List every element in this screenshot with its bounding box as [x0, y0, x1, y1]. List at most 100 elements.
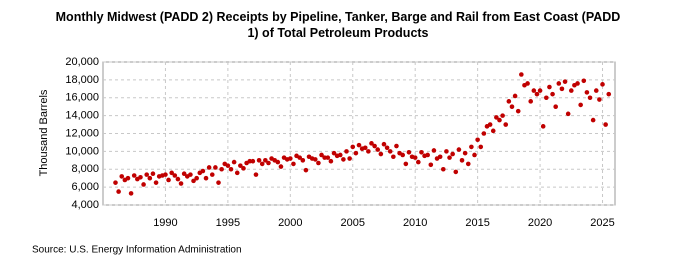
data-point — [456, 147, 462, 152]
data-point — [353, 150, 359, 156]
data-point — [228, 166, 234, 172]
data-point — [263, 158, 268, 163]
data-point — [369, 141, 374, 146]
data-point — [362, 145, 368, 151]
data-point — [378, 151, 384, 157]
data-point — [606, 91, 612, 97]
data-point — [400, 152, 406, 158]
data-point — [384, 145, 390, 151]
data-point — [319, 152, 324, 158]
data-point — [213, 165, 218, 170]
data-point — [412, 155, 418, 160]
data-point — [337, 152, 343, 158]
data-point — [416, 159, 421, 165]
data-point — [406, 149, 412, 155]
data-point — [259, 161, 265, 167]
data-point — [447, 155, 452, 160]
data-point — [141, 182, 146, 187]
data-point — [587, 95, 593, 101]
data-point — [550, 91, 555, 97]
data-point — [469, 144, 474, 150]
data-point — [366, 149, 371, 154]
data-point — [584, 90, 590, 95]
data-point — [147, 175, 153, 181]
data-point — [216, 180, 221, 185]
data-point — [534, 91, 540, 97]
data-point — [119, 174, 125, 179]
data-point — [575, 81, 580, 86]
data-point — [203, 175, 209, 181]
data-point — [256, 158, 262, 163]
data-point — [512, 93, 518, 99]
x-tick-label: 2020 — [528, 217, 552, 229]
y-tick-label: 8,000 — [71, 163, 99, 175]
data-point — [387, 149, 393, 154]
data-point — [206, 165, 212, 170]
data-point — [116, 189, 121, 194]
data-point — [494, 115, 499, 120]
data-point — [266, 160, 271, 166]
data-point — [375, 147, 381, 152]
source-note: Source: U.S. Energy Information Administ… — [32, 245, 242, 256]
data-point — [440, 166, 446, 172]
data-point — [328, 158, 334, 164]
data-point — [172, 173, 178, 178]
data-point — [444, 149, 449, 154]
x-tick-label: 1995 — [216, 217, 240, 229]
data-point — [600, 82, 605, 87]
data-point — [562, 79, 568, 84]
data-point — [525, 81, 530, 86]
data-point — [465, 161, 471, 167]
data-point — [166, 177, 171, 183]
data-point — [590, 117, 596, 123]
data-point — [200, 168, 206, 174]
data-point — [234, 170, 240, 176]
data-point — [344, 149, 349, 154]
y-tick-label: 4,000 — [71, 199, 99, 211]
x-tick-label: 2025 — [590, 217, 614, 229]
data-point — [350, 144, 356, 150]
data-point — [537, 88, 543, 93]
y-axis-label: Thousand Barrels — [38, 89, 50, 176]
data-point — [453, 169, 459, 175]
data-point — [515, 108, 521, 114]
data-point — [568, 88, 574, 93]
data-point — [547, 84, 552, 90]
data-point — [191, 178, 196, 184]
data-point — [372, 143, 377, 149]
data-point — [503, 122, 509, 127]
data-point — [303, 167, 309, 173]
data-point — [559, 86, 565, 92]
data-point — [540, 124, 546, 129]
data-point — [528, 99, 534, 104]
data-point — [403, 161, 409, 167]
y-tick-label: 18,000 — [65, 74, 99, 86]
data-point — [565, 111, 571, 117]
data-point — [250, 158, 256, 164]
data-point — [428, 162, 434, 168]
x-tick-label: 2010 — [403, 217, 427, 229]
data-point — [603, 122, 608, 127]
data-point — [219, 166, 224, 172]
data-point — [531, 88, 537, 93]
data-point — [450, 151, 455, 157]
data-point — [153, 180, 159, 185]
data-point — [316, 160, 321, 166]
data-point — [556, 81, 562, 86]
data-point — [238, 163, 243, 168]
data-point — [169, 170, 174, 176]
data-point — [437, 154, 443, 160]
x-tick-label: 2005 — [341, 217, 365, 229]
data-point — [506, 99, 512, 104]
data-point — [381, 141, 387, 147]
data-point — [209, 172, 215, 177]
y-tick-label: 12,000 — [65, 127, 99, 139]
data-point — [459, 158, 465, 163]
data-point — [462, 150, 468, 156]
data-point — [125, 175, 131, 181]
data-point — [312, 157, 318, 162]
data-point — [581, 78, 587, 84]
data-point — [181, 171, 187, 177]
